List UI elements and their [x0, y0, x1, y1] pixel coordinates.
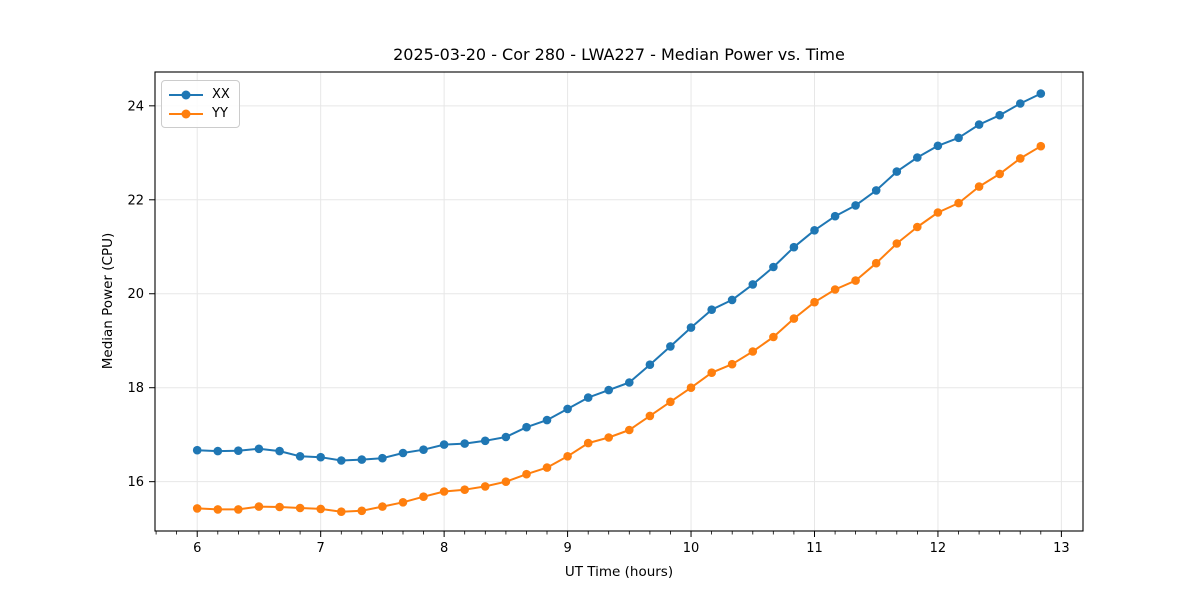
- circle-icon: [169, 90, 203, 100]
- x-axis-label: UT Time (hours): [564, 564, 674, 580]
- x-axis-ticks: 6 7 8 9 10 11 12 13: [193, 531, 1070, 556]
- legend: XX YY: [161, 80, 240, 128]
- legend-item-yy: YY: [169, 104, 230, 123]
- series-yy-markers: [192, 141, 1046, 516]
- x-tick-label: 13: [1053, 541, 1070, 556]
- x-tick-label: 10: [683, 541, 700, 556]
- y-tick-label: 22: [127, 193, 144, 208]
- y-tick-label: 24: [127, 99, 144, 114]
- y-tick-label: 20: [127, 287, 144, 302]
- legend-label: YY: [212, 106, 228, 121]
- grid: [155, 72, 1083, 531]
- x-tick-label: 8: [440, 541, 448, 556]
- x-tick-label: 12: [930, 541, 947, 556]
- legend-label: XX: [212, 87, 230, 102]
- x-tick-label: 6: [193, 541, 201, 556]
- y-axis-ticks: 16 18 20 22 24: [127, 99, 155, 490]
- axes-spines: [154, 71, 1084, 532]
- circle-icon: [169, 109, 203, 119]
- series-xx-line: [196, 92, 1042, 462]
- y-tick-label: 16: [127, 475, 144, 490]
- x-tick-label: 11: [806, 541, 823, 556]
- y-tick-label: 18: [127, 381, 144, 396]
- legend-item-xx: XX: [169, 85, 230, 104]
- x-tick-label: 7: [317, 541, 325, 556]
- series-xx-markers: [192, 89, 1046, 465]
- y-axis-label: Median Power (CPU): [100, 232, 116, 370]
- x-axis-minor-ticks: [155, 531, 1042, 535]
- chart-title: 2025-03-20 - Cor 280 - LWA227 - Median P…: [393, 45, 845, 64]
- x-tick-label: 9: [563, 541, 571, 556]
